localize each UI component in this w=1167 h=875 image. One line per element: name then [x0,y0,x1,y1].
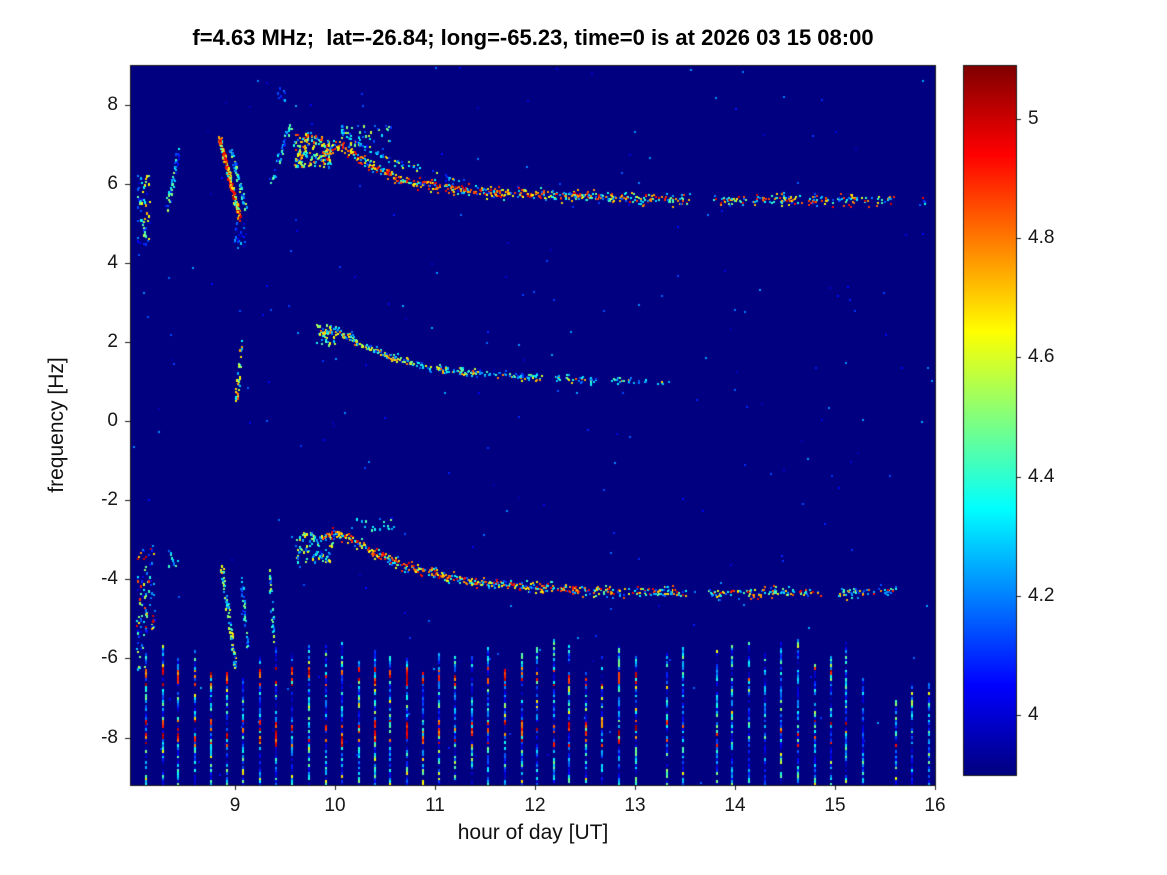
colorbar-tick-label: 4.8 [1028,227,1055,249]
x-axis-label: hour of day [UT] [457,821,609,844]
y-tick-label: -4 [101,568,118,590]
y-tick-label: -6 [101,647,118,669]
x-tick-label: 13 [624,795,646,816]
x-tick-label: 15 [824,795,846,816]
y-tick-label: -8 [101,726,118,748]
colorbar-tick-label: 4 [1028,704,1039,726]
x-tick-label: 14 [724,795,746,816]
y-tick-label: 6 [107,172,118,194]
y-tick-label: 0 [107,410,118,432]
x-tick-label: 16 [924,795,946,816]
y-tick-label: -2 [101,489,118,511]
x-tick-label: 11 [425,795,445,816]
x-tick-label: 10 [324,795,346,816]
y-tick-label: 4 [107,251,118,273]
x-tick-label: 12 [524,795,546,816]
y-tick-label: 8 [107,93,118,115]
chart-title: f=4.63 MHz; lat=-26.84; long=-65.23, tim… [192,25,874,50]
colorbar-tick-label: 4.2 [1028,585,1055,606]
colorbar-tick-label: 5 [1028,107,1039,129]
x-tick-label: 9 [229,795,241,816]
y-tick-label: 2 [107,330,118,352]
colorbar-tick-label: 4.6 [1028,346,1055,368]
colorbar-tick-label: 4.4 [1028,465,1055,487]
